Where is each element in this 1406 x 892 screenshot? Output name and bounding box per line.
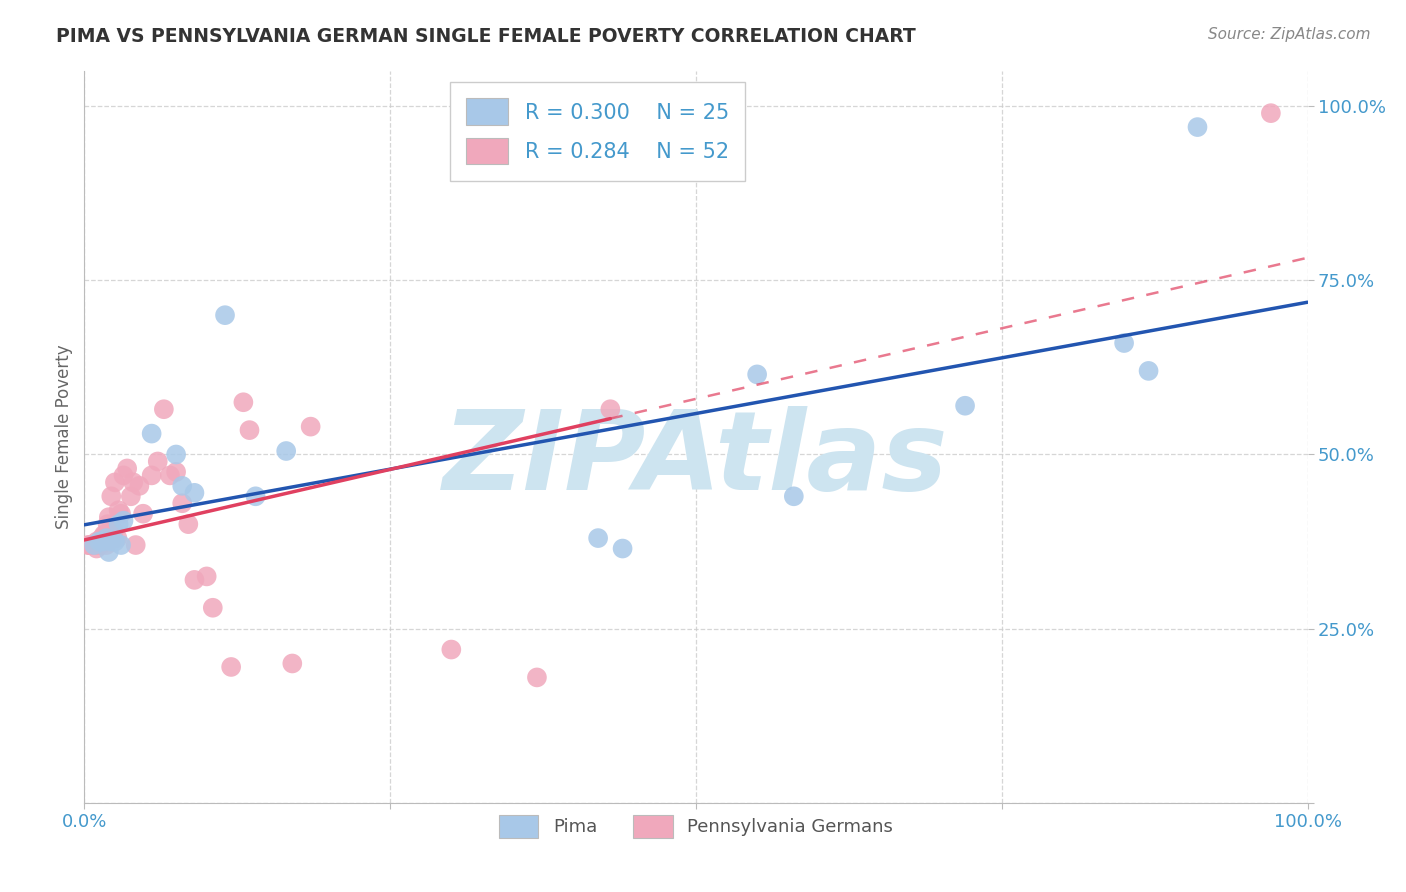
Point — [86, 541, 108, 556]
Point — [87, 534, 110, 549]
Point — [141, 426, 163, 441]
Point — [98, 531, 121, 545]
Y-axis label: Single Female Poverty: Single Female Poverty — [55, 345, 73, 529]
Point — [172, 496, 194, 510]
Point — [100, 489, 122, 503]
Point — [93, 527, 115, 541]
Point — [238, 423, 260, 437]
Point — [214, 308, 236, 322]
Point — [747, 368, 769, 382]
Point — [183, 485, 205, 500]
Point — [125, 538, 148, 552]
Point — [97, 510, 120, 524]
Text: PIMA VS PENNSYLVANIA GERMAN SINGLE FEMALE POVERTY CORRELATION CHART: PIMA VS PENNSYLVANIA GERMAN SINGLE FEMAL… — [56, 27, 915, 45]
Point — [299, 419, 322, 434]
Point — [177, 517, 200, 532]
Legend: Pima, Pennsylvania Germans: Pima, Pennsylvania Germans — [492, 807, 900, 845]
Point — [105, 531, 128, 545]
Point — [91, 534, 114, 549]
Point — [281, 657, 304, 671]
Point — [107, 503, 129, 517]
Point — [146, 454, 169, 468]
Point — [612, 541, 634, 556]
Point — [110, 538, 132, 552]
Point — [83, 538, 105, 552]
Point — [1137, 364, 1160, 378]
Point — [440, 642, 463, 657]
Point — [97, 517, 120, 532]
Point — [245, 489, 267, 503]
Point — [112, 514, 135, 528]
Point — [783, 489, 806, 503]
Point — [599, 402, 621, 417]
Point — [100, 534, 122, 549]
Point — [128, 479, 150, 493]
Text: ZIPAtlas: ZIPAtlas — [443, 406, 949, 513]
Point — [110, 507, 132, 521]
Point — [165, 465, 187, 479]
Point — [276, 444, 298, 458]
Point — [953, 399, 976, 413]
Point — [103, 524, 125, 538]
Point — [172, 479, 194, 493]
Point — [219, 660, 242, 674]
Point — [122, 475, 145, 490]
Point — [165, 448, 187, 462]
Point — [80, 538, 103, 552]
Point — [107, 517, 129, 532]
Point — [112, 468, 135, 483]
Point — [1187, 120, 1209, 134]
Point — [159, 468, 181, 483]
Point — [96, 538, 118, 552]
Point — [96, 531, 118, 545]
Point — [195, 569, 218, 583]
Point — [77, 538, 100, 552]
Point — [153, 402, 176, 417]
Point — [132, 507, 155, 521]
Point — [586, 531, 609, 545]
Point — [141, 468, 163, 483]
Point — [94, 527, 117, 541]
Point — [90, 531, 112, 545]
Point — [115, 461, 138, 475]
Point — [84, 538, 107, 552]
Point — [87, 538, 110, 552]
Point — [183, 573, 205, 587]
Point — [77, 538, 100, 552]
Point — [83, 538, 105, 552]
Point — [104, 534, 127, 549]
Point — [97, 545, 120, 559]
Point — [89, 538, 111, 552]
Point — [232, 395, 254, 409]
Point — [79, 538, 101, 552]
Text: Source: ZipAtlas.com: Source: ZipAtlas.com — [1208, 27, 1371, 42]
Point — [201, 600, 224, 615]
Point — [526, 670, 548, 684]
Point — [120, 489, 142, 503]
Point — [104, 475, 127, 490]
Point — [91, 534, 114, 549]
Point — [82, 538, 104, 552]
Point — [87, 534, 110, 549]
Point — [86, 534, 108, 549]
Point — [1260, 106, 1282, 120]
Point — [1114, 336, 1136, 351]
